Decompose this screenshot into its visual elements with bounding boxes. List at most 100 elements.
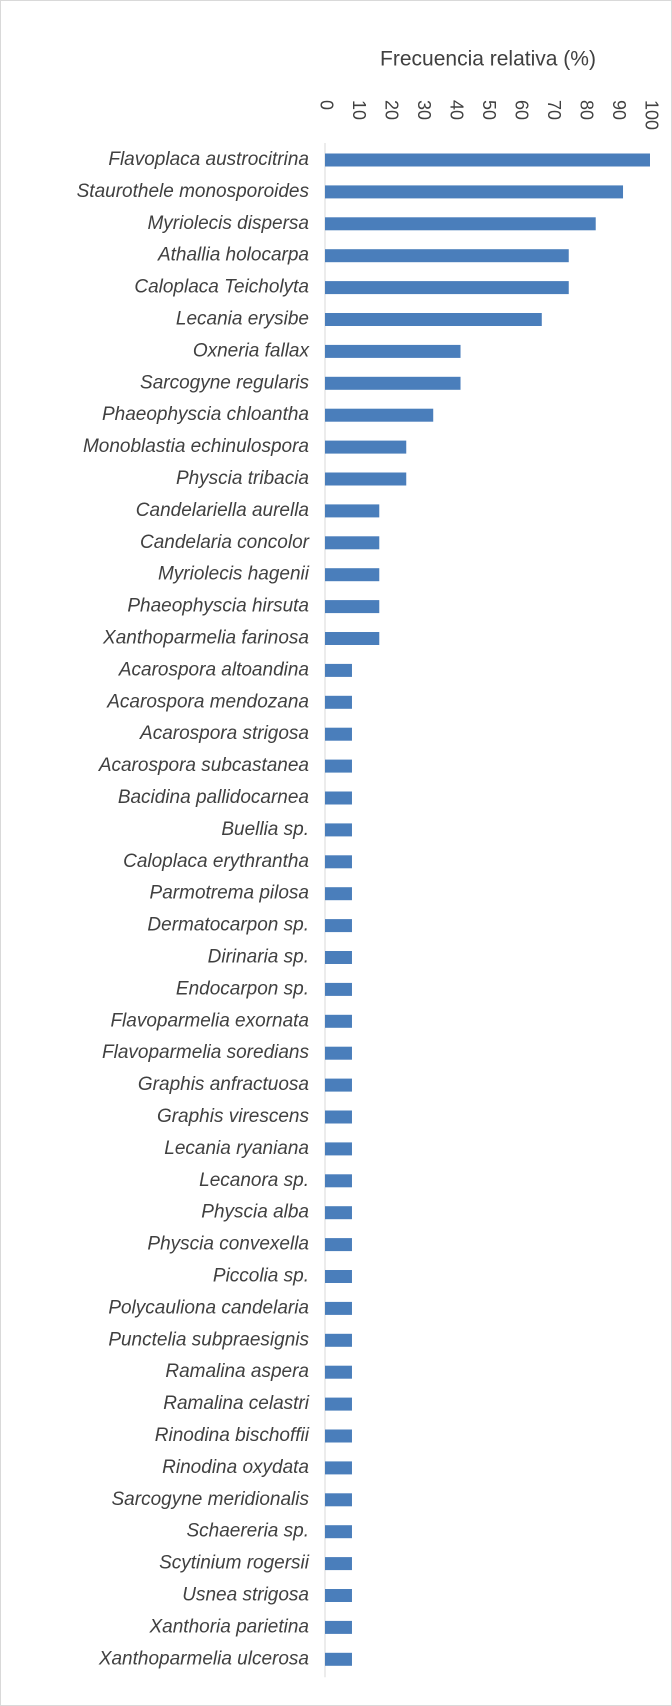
bar (325, 1174, 352, 1188)
y-tick-label: Bacidina pallidocarnea (118, 787, 309, 808)
y-tick-label: Endocarpon sp. (176, 978, 309, 999)
bar (325, 887, 352, 901)
x-tick-label: 30 (414, 100, 434, 120)
bar (325, 1238, 352, 1252)
y-tick-label: Rinodina bischoffii (155, 1425, 310, 1446)
x-tick-label: 90 (609, 100, 629, 120)
x-tick-label: 0 (316, 100, 336, 110)
y-tick-label: Parmotrema pilosa (150, 883, 309, 904)
y-tick-label: Rinodina oxydata (162, 1457, 309, 1478)
y-tick-label: Scytinium rogersii (159, 1553, 310, 1574)
x-tick-label: 100 (641, 100, 661, 130)
y-tick-label: Candelariella aurella (136, 500, 309, 521)
bar (325, 472, 407, 486)
y-tick-label: Piccolia sp. (213, 1266, 309, 1287)
y-tick-label: Usnea strigosa (182, 1585, 309, 1606)
y-tick-label: Myriolecis dispersa (147, 213, 309, 234)
y-tick-label: Physcia tribacia (176, 468, 309, 489)
bar (325, 1142, 352, 1156)
y-tick-label: Flavoplaca austrocitrina (108, 149, 309, 170)
x-tick-label: 20 (381, 100, 401, 120)
y-tick-label: Buellia sp. (221, 819, 309, 840)
y-tick-label: Phaeophyscia chloantha (102, 404, 309, 425)
y-tick-label: Lecanora sp. (199, 1170, 309, 1191)
y-tick-label: Caloplaca erythrantha (123, 851, 309, 872)
bar (325, 1493, 352, 1507)
y-tick-label: Xanthoria parietina (149, 1616, 310, 1637)
bar (325, 217, 596, 231)
bar (325, 504, 380, 518)
x-tick-label: 40 (446, 100, 466, 120)
bar (325, 855, 352, 869)
bar (325, 600, 380, 614)
bar (325, 185, 624, 199)
bar (325, 1270, 352, 1283)
bar (325, 823, 352, 837)
bar (325, 1014, 352, 1028)
bar (325, 313, 542, 326)
y-tick-label: Oxneria fallax (193, 340, 311, 361)
bar (325, 759, 352, 773)
bar (325, 727, 352, 741)
bar (325, 982, 352, 996)
bar (325, 249, 569, 263)
bar (325, 344, 461, 358)
y-tick-label: Monoblastia echinulospora (83, 436, 309, 457)
bar (325, 1397, 352, 1411)
bar (325, 568, 380, 582)
bar (325, 1620, 352, 1634)
bar (325, 1110, 352, 1124)
y-tick-label: Ramalina celastri (163, 1393, 309, 1414)
bar (325, 1461, 352, 1475)
y-tick-label: Graphis anfractuosa (138, 1074, 309, 1095)
bar (325, 919, 352, 933)
y-tick-label: Sarcogyne meridionalis (112, 1489, 310, 1510)
y-tick-label: Xanthoparmelia farinosa (102, 628, 309, 649)
x-tick-label: 10 (349, 100, 369, 120)
x-tick-label: 50 (479, 100, 499, 120)
y-tick-label: Staurothele monosporoides (77, 181, 310, 202)
chart-title: Frecuencia relativa (%) (380, 48, 596, 71)
bar (325, 695, 352, 709)
y-tick-label: Lecania erysibe (176, 309, 309, 330)
bar (325, 440, 407, 454)
bar (325, 281, 569, 295)
y-tick-label: Graphis virescens (157, 1106, 310, 1127)
y-tick-label: Flavoparmelia soredians (102, 1042, 309, 1063)
bar (325, 1429, 352, 1443)
y-tick-label: Athallia holocarpa (157, 245, 309, 266)
bar (325, 632, 380, 645)
bar (325, 1333, 352, 1347)
bar (325, 376, 461, 390)
y-tick-label: Ramalina aspera (165, 1361, 309, 1382)
x-tick-label: 70 (544, 100, 564, 120)
y-tick-label: Caloplaca Teicholyta (134, 277, 309, 298)
y-tick-label: Xanthoparmelia ulcerosa (98, 1648, 309, 1669)
bar (325, 1078, 352, 1092)
y-tick-label: Candelaria concolor (140, 532, 310, 553)
bar (325, 1589, 352, 1602)
y-tick-label: Schaereria sp. (186, 1521, 309, 1542)
y-tick-label: Dirinaria sp. (208, 947, 309, 968)
y-tick-label: Polycauliona candelaria (108, 1297, 309, 1318)
y-tick-label: Physcia convexella (147, 1234, 309, 1255)
bar (325, 1557, 352, 1571)
y-tick-label: Punctelia subpraesignis (108, 1329, 309, 1350)
bar (325, 536, 380, 550)
bar (325, 951, 352, 964)
y-tick-label: Lecania ryaniana (164, 1138, 309, 1159)
y-tick-label: Phaeophyscia hirsuta (127, 596, 309, 617)
y-tick-label: Acarospora subcastanea (98, 755, 309, 776)
bar (325, 1365, 352, 1379)
bar (325, 663, 352, 677)
bar (325, 1525, 352, 1539)
y-tick-label: Acarospora mendozana (106, 691, 309, 712)
y-tick-label: Dermatocarpon sp. (147, 915, 309, 936)
bar (325, 1652, 352, 1666)
bar (325, 408, 434, 422)
x-tick-label: 80 (576, 100, 596, 120)
y-tick-label: Physcia alba (201, 1202, 309, 1223)
y-tick-label: Myriolecis hagenii (158, 564, 310, 585)
y-tick-label: Acarospora strigosa (139, 723, 309, 744)
